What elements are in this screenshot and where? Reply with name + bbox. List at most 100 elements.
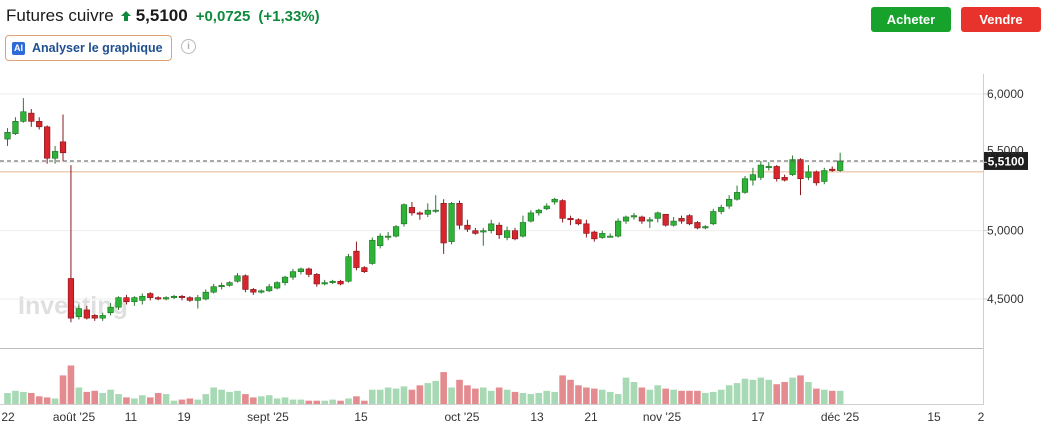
candle-body: [234, 275, 241, 282]
volume-bar: [551, 391, 558, 404]
candle-body: [448, 203, 455, 242]
volume-bar: [733, 383, 741, 404]
candle-body: [551, 198, 558, 203]
x-tick-label: 22: [1, 410, 15, 424]
candle-body: [67, 278, 75, 319]
sell-button[interactable]: Vendre: [961, 7, 1041, 32]
candle-body: [821, 170, 828, 182]
candle: [281, 275, 289, 286]
volume-bar: [289, 399, 297, 404]
volume-bar: [281, 397, 289, 404]
candle-body: [496, 224, 503, 236]
candle: [615, 218, 622, 238]
x-tick-label: sept '25: [247, 410, 289, 424]
candle-body: [440, 203, 447, 244]
candle: [202, 289, 209, 301]
candle-body: [369, 239, 376, 264]
volume-bar: [654, 385, 662, 404]
candle: [377, 233, 384, 249]
buy-button[interactable]: Acheter: [871, 7, 951, 32]
candle-body: [83, 309, 90, 319]
volume-bar: [250, 397, 257, 404]
candle-body: [805, 171, 812, 178]
volume-bar: [51, 398, 59, 404]
x-tick-label: 11: [125, 410, 138, 424]
volume-bar: [535, 393, 543, 404]
candle: [773, 165, 780, 182]
volume-bar: [265, 395, 273, 404]
volume-bar: [678, 390, 685, 404]
candle: [297, 267, 305, 275]
candle: [583, 219, 590, 238]
volume-bar: [226, 391, 233, 404]
volume-bar: [353, 396, 360, 404]
volume-bar: [194, 399, 202, 404]
candle: [210, 283, 217, 294]
volume-bar: [123, 397, 130, 404]
candle: [242, 274, 249, 293]
candle-body: [36, 121, 43, 128]
candle: [194, 294, 201, 309]
volume-bar: [178, 399, 186, 404]
candle: [638, 215, 645, 224]
volume-bar: [622, 377, 630, 404]
candle-body: [741, 178, 749, 193]
candle-body: [281, 276, 289, 283]
candle: [44, 125, 51, 164]
candle-body: [503, 230, 511, 238]
volume-bar: [170, 400, 178, 404]
candle: [139, 293, 146, 305]
volume-bar: [59, 375, 67, 404]
volume-bar: [4, 393, 11, 404]
candle-body: [694, 222, 701, 229]
volume-bars: [4, 365, 844, 404]
candle: [749, 167, 757, 186]
candle: [805, 165, 812, 181]
volume-bar: [107, 389, 114, 404]
candle-body: [432, 209, 439, 212]
candle-body: [59, 141, 67, 154]
candle-body: [321, 282, 328, 285]
candle: [813, 170, 820, 186]
candle: [543, 203, 550, 211]
candle-body: [630, 215, 638, 218]
candle-body: [646, 219, 653, 222]
candle-body: [702, 226, 709, 229]
candle-body: [75, 308, 82, 318]
volume-bar: [27, 393, 35, 404]
volume-bar: [820, 389, 828, 404]
candle: [765, 162, 772, 171]
candle: [115, 296, 122, 310]
analyze-chart-button[interactable]: AI Analyser le graphique: [5, 35, 172, 61]
candle-body: [607, 235, 614, 238]
candle: [250, 288, 257, 295]
volume-bar: [606, 391, 614, 404]
volume-bar: [20, 391, 27, 404]
volume-bar: [749, 379, 757, 404]
candle-body: [131, 297, 138, 303]
volume-bar: [139, 395, 146, 404]
info-icon[interactable]: i: [181, 39, 196, 54]
candle: [480, 227, 487, 246]
candle-body: [599, 233, 606, 238]
candle-body: [480, 230, 487, 233]
candle: [630, 212, 638, 220]
candle: [361, 266, 368, 274]
candle: [757, 160, 764, 181]
candle: [392, 225, 400, 238]
volume-bar: [392, 388, 400, 404]
candle-body: [28, 112, 35, 122]
x-tick-label: oct '25: [445, 410, 480, 424]
volume-bar: [376, 389, 384, 404]
candle-body: [765, 166, 772, 168]
x-tick-label: août '25: [53, 410, 96, 424]
volume-bar: [773, 384, 781, 404]
candle: [837, 152, 844, 172]
candle-body: [178, 295, 186, 298]
x-tick-label: 17: [751, 410, 765, 424]
volume-bar: [408, 389, 416, 404]
candles: [4, 98, 844, 323]
volume-bar: [321, 400, 328, 404]
candle: [789, 155, 796, 177]
